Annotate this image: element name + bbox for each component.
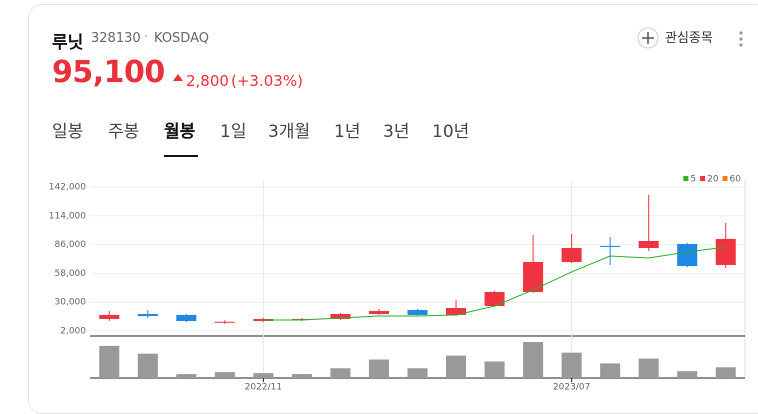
candle-body (291, 318, 312, 320)
volume-bar (253, 373, 274, 378)
volume-bar (638, 358, 659, 378)
volume-bar (330, 368, 351, 378)
legend-label: 5 (690, 175, 696, 185)
separator: · (144, 30, 149, 45)
volume-bar (677, 371, 698, 378)
legend-label: 20 (707, 175, 719, 185)
candle-body (99, 314, 120, 319)
x-tick-label: 2023/07 (553, 383, 590, 393)
volume-bar (561, 352, 582, 378)
period-tab[interactable]: 10년 (432, 122, 470, 142)
legend-swatch (722, 176, 728, 181)
price: 95,100 (52, 55, 165, 90)
volume-bar (715, 367, 736, 378)
volume-bar (446, 355, 467, 378)
x-tick-label: 2022/11 (245, 383, 282, 393)
volume-bar (484, 361, 505, 378)
y-tick-label: 114,000 (49, 211, 86, 221)
period-tab[interactable]: 3년 (383, 122, 410, 142)
volume-bar (176, 374, 197, 378)
market: KOSDAQ (154, 31, 209, 46)
candle-body (330, 314, 351, 319)
volume-bar (368, 359, 389, 378)
y-tick-label: 86,000 (55, 240, 87, 250)
candle-body (407, 310, 428, 315)
y-tick-label: 2,000 (60, 327, 86, 337)
change: 2,800 (186, 72, 229, 90)
candle-body (368, 311, 389, 315)
chart: 2,00030,00058,00086,000114,000142,000202… (49, 175, 746, 393)
volume-bar (214, 372, 235, 378)
volume-bar (291, 374, 312, 378)
volume-bar (99, 345, 120, 378)
period-tab[interactable]: 일봉 (52, 122, 84, 142)
candle-body (523, 261, 544, 293)
legend-swatch (700, 176, 706, 181)
period-tab[interactable]: 월봉 (164, 122, 196, 142)
ma-line (263, 246, 726, 321)
volume-bar (407, 368, 428, 378)
period-tabs: 일봉 주봉 월봉 1일 3개월 1년 3년 10년 (52, 117, 469, 142)
volume-bar (523, 342, 544, 378)
favorite-button[interactable]: 관심종목 (665, 31, 713, 46)
period-tab[interactable]: 3개월 (268, 122, 311, 142)
change-pct: (+3.03%) (231, 72, 303, 90)
candle-body (176, 314, 197, 322)
legend-label: 60 (730, 175, 742, 185)
period-tab[interactable]: 1년 (334, 122, 361, 142)
candle-body (600, 245, 621, 247)
volume-bar (137, 353, 158, 378)
candle-body (484, 292, 505, 307)
candle-body (715, 238, 736, 265)
stock-code: 328130 (91, 31, 141, 46)
y-tick-label: 142,000 (49, 183, 86, 193)
candle-body (677, 243, 698, 266)
page: 루닛 328130 · KOSDAQ 관심종목 95,100 2,800 (+3… (28, 4, 758, 414)
y-tick-label: 30,000 (55, 298, 87, 308)
candle-body (446, 307, 467, 315)
legend-swatch (683, 176, 689, 181)
volume-bar (600, 363, 621, 378)
period-tab[interactable]: 1일 (220, 122, 247, 142)
candle-body (137, 314, 158, 317)
candle-body (561, 247, 582, 262)
candle-body (638, 241, 659, 248)
candle-body (214, 321, 235, 323)
stock-name: 루닛 (52, 33, 84, 53)
y-tick-label: 58,000 (55, 269, 87, 279)
period-tab[interactable]: 주봉 (108, 122, 140, 142)
